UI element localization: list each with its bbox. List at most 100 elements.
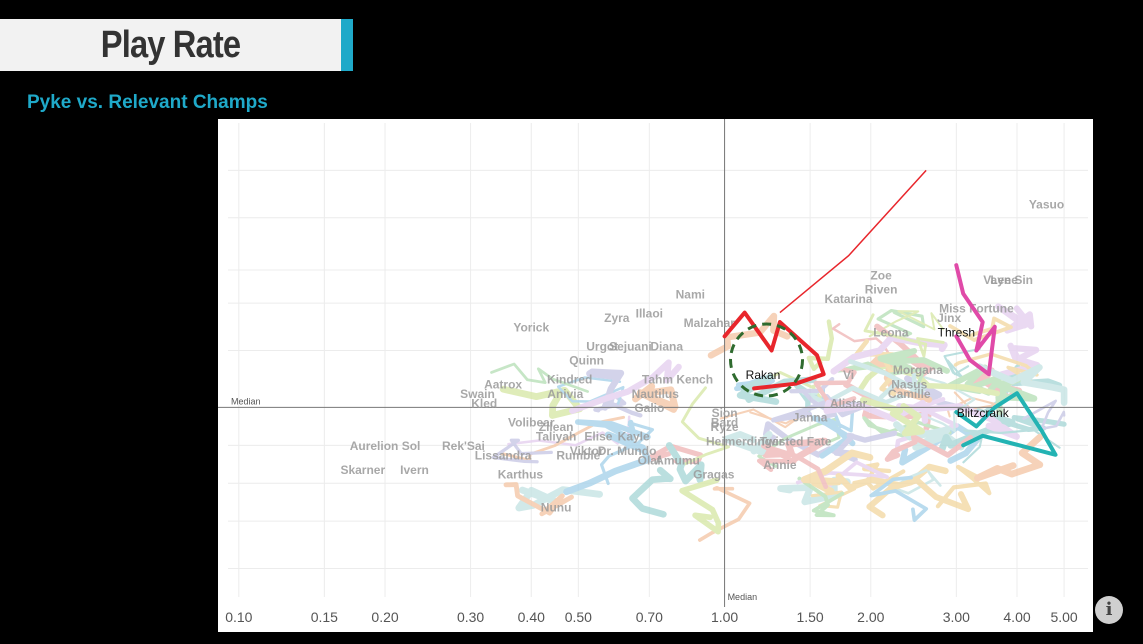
champion-trajectory [904,375,969,413]
champion-label: Zyra [604,311,630,325]
median-x-label: Median [728,592,758,602]
page-title: Play Rate [100,24,241,66]
champion-trajectory [823,399,929,424]
champion-trajectory [757,417,841,468]
champion-label: Jinx [937,311,961,325]
champion-label: Skarner [340,463,385,477]
chart-subtitle: Pyke vs. Relevant Champs [27,92,268,113]
champion-label: Dr. Mundo [598,444,657,458]
champion-label: Yasuo [1029,197,1064,211]
champion-label: Amumu [655,453,700,467]
x-tick-label: 1.50 [796,609,823,625]
champion-label: Elise [584,430,612,444]
x-tick-label: 3.00 [943,609,970,625]
champion-label: Sion [712,406,738,420]
champion-trajectory [895,403,1020,440]
champion-trajectory [953,352,1039,384]
champion-label: Annie [763,458,797,472]
champion-label: Zoe [870,268,892,282]
champion-trajectory [629,466,674,518]
champion-label: Urgot [586,340,618,354]
champion-trajectory [569,359,682,414]
champion-label: Tahm Kench [642,373,713,387]
champion-trajectory [697,485,752,542]
champion-label: Janna [793,411,828,425]
champion-label: Nunu [541,501,572,515]
champion-label: Ryze [711,420,739,434]
x-tick-label: 4.00 [1003,609,1030,625]
chart-svg[interactable]: 0.10 0.15 0.20 0.30 0.40 0.50 0.70 1.00 1.50 2.00… [218,119,1093,632]
champion-label: Nautilus [632,387,680,401]
champion-trajectory [813,366,857,407]
champion-label: Rek'Sai [442,439,485,453]
champion-label: Lee Sin [990,273,1033,287]
x-tick-label: 0.20 [371,609,398,625]
champion-label: Anivia [547,387,583,401]
champion-trajectory [995,372,1038,416]
champion-label: Riven [865,283,898,297]
champion-trajectory [976,363,1068,406]
series-line-rakan [722,310,826,391]
champion-label: Quinn [569,354,604,368]
champion-label: Twisted Fate [760,434,832,448]
champion-trajectory [719,408,811,429]
rakan-tail-line [779,169,927,314]
champion-trajectory [490,362,589,393]
champion-label: Miss Fortune [939,302,1014,316]
play-rate-chart[interactable]: 0.10 0.15 0.20 0.30 0.40 0.50 0.70 1.00 1.50 2.00… [218,119,1093,632]
champion-label: Vayne [983,273,1018,287]
champion-label: Taliyah [536,430,576,444]
champion-label: Viktor [570,444,604,458]
rakan-highlight-circle [729,322,805,398]
champion-label: Rumble [556,449,600,463]
champion-label: Nasus [891,377,927,391]
highlight-label-thresh: Thresh [938,325,975,339]
champion-trajectory [800,449,874,495]
champion-trajectory [507,415,631,447]
series-line-thresh [954,263,997,377]
champion-trajectory [680,386,730,466]
x-tick-label: 5.00 [1050,609,1077,625]
x-tick-label: 0.50 [565,609,592,625]
champion-label: Kayle [618,430,650,444]
champion-label: Aurelion Sol [350,439,421,453]
champion-trajectory [866,477,972,519]
champion-label: Bard [711,415,738,429]
champion-label: Camille [888,387,931,401]
highlight-label-rakan: Rakan [746,368,781,382]
champion-label: Kindred [547,373,592,387]
champion-trajectory [884,434,974,462]
x-tick-label: 0.15 [311,609,338,625]
champion-label: Zilean [539,420,574,434]
champion-trajectory [491,438,553,464]
median-y-label: Median [231,396,261,406]
x-tick-label: 0.30 [457,609,484,625]
x-tick-label: 2.00 [857,609,884,625]
champion-label: Leona [873,325,909,339]
champion-trajectory [906,371,976,433]
champion-trajectory [876,308,926,342]
series-line-blitzcrank [954,391,1058,457]
champion-trajectory [859,396,925,437]
champion-trajectory [632,382,679,413]
champion-trajectory [848,359,927,400]
champion-label: Illaoi [636,306,663,320]
champion-trajectory [665,442,705,485]
champion-trajectory [756,443,829,490]
champion-label: Aatrox [484,377,522,391]
champion-trajectory [797,476,845,518]
info-icon[interactable]: i [1095,596,1123,624]
champion-label: Malzahar [684,316,736,330]
champion-label: Morgana [893,363,943,377]
champion-trajectory [722,431,773,456]
x-tick-label: 0.40 [518,609,545,625]
highlight-label-blitzcrank: Blitzcrank [957,406,1010,420]
champion-trajectory [974,433,1044,482]
champion-trajectory [574,419,651,443]
champion-label: Vi [843,368,854,382]
champion-label: Karthus [498,468,544,482]
champion-label: Ivern [400,463,429,477]
champion-label: Sejuani [609,340,652,354]
title-bar [0,19,341,71]
champion-label: Alistar [830,396,868,410]
